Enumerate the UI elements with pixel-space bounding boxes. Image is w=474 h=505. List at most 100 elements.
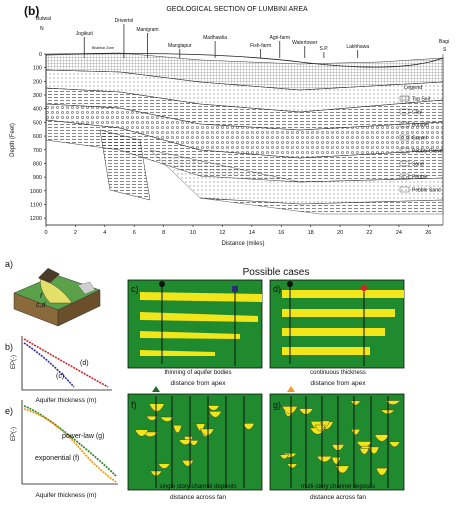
panel-g [269,386,405,491]
panel-g-caption: multi-story channel deposits [301,484,375,490]
channel-deposit [384,400,401,405]
panel-label-d: d) [273,284,281,294]
y-tick-label: 400 [33,107,42,113]
x-tick-label: 12 [219,230,225,236]
curve-d-label: (d) [80,360,89,367]
well-label: Agri-farm [270,35,291,41]
y-axis-ticks: 0 100 200 300 400 500 600 700 800 900 1000 1100 1200 [30,52,46,222]
legend-label-pebble-sand: Pebble Sand [412,188,441,194]
panel-d [269,279,405,369]
x-tick-label: 24 [396,230,402,236]
legend-swatch-pebble [399,173,410,180]
channel-deposit [208,411,222,418]
curve-g-label: power-law (g) [62,433,104,440]
panel-label-f: f) [131,400,137,410]
x-axis-label: Distance (miles) [221,241,264,247]
legend-label-sand: Sand [412,162,424,168]
channel-deposit [374,434,390,442]
legend-label-boulder: Boulder [412,123,430,129]
well-label: Lakhhawa [346,44,369,50]
legend-label-clay: Clay [412,110,423,116]
panel-c-caption: thinning of aquifer bodies [164,370,231,376]
panel-f-caption: single story channel deposits [159,484,236,490]
plot-b: (d) (c) [21,336,112,391]
x-tick-label: 0 [44,230,47,236]
channel-deposit [181,460,194,467]
panel-label-c: c) [131,284,139,294]
channel-deposit [145,415,159,421]
legend-label-gravel: Gravel [412,136,427,142]
legend-swatch-sand [399,160,410,167]
y-axis-label: Depth (Feet) [10,123,16,157]
channel-deposit [335,465,350,474]
legend-swatch-top-soil [399,95,410,102]
channel-deposit [286,463,298,469]
curve-f-label: exponential (f) [35,455,79,462]
panel-label-b-lower: b) [5,342,13,352]
panel-label-e: e) [5,406,13,416]
plot-b-xlabel: Aquifer thickness (m) [35,397,96,404]
x-tick-label: 8 [162,230,165,236]
channel-deposit [157,463,171,469]
fan-block-diagram: f c,d [13,268,101,327]
legend-title: Legend [404,85,422,91]
legend-swatch-pebbly-gravel [399,147,410,154]
y-tick-label: 1100 [30,202,42,208]
well-label: Madhawlia [203,35,227,41]
fan-label-cd: c,d [36,302,46,309]
x-tick-label: 16 [278,230,284,236]
y-tick-label: 900 [33,175,42,181]
possible-cases-title: Possible cases [243,267,310,278]
x-tick-label: 4 [103,230,106,236]
well-label: Fish-farm [250,43,271,49]
panel-label-a: a) [5,259,13,269]
edge-left-dir: N [40,26,44,32]
y-tick-label: 200 [33,79,42,85]
y-tick-label: 0 [39,52,42,58]
well-label: Watertower [292,40,318,46]
x-tick-label: 20 [337,230,343,236]
panel-label-b: (b) [24,4,39,18]
legend-swatch-clay [399,108,410,115]
y-tick-label: 1000 [30,189,42,195]
well-label: Manglapur [168,43,192,49]
channel-deposit [279,454,290,460]
plot-e-ylabel: EP(-) [11,427,17,441]
channel-deposit [388,441,401,448]
cross-section [45,52,444,225]
section-axes [45,54,444,226]
channel-deposit [350,400,361,406]
x-tick-label: 14 [249,230,255,236]
panel-d-axis: distance from apex [311,380,367,387]
panel-f-axis: distance across fan [170,494,226,501]
legend-swatch-boulder [399,121,410,128]
channel-deposit [368,446,380,455]
x-tick-label: 6 [133,230,136,236]
panel-label-g: g) [273,400,281,410]
plot-b-ylabel: EP(-) [11,355,17,369]
channel-deposit [314,424,326,432]
well-label: Drivertol [115,18,134,24]
channel-deposit [359,448,370,455]
edge-left-name: Butwal [36,16,51,22]
x-tick-label: 26 [425,230,431,236]
legend-swatch-gravel [399,134,410,141]
legend-label-pebble: Pebble [412,175,428,181]
plot-e-xlabel: Aquifer thickness (m) [35,492,96,499]
curve-c-label: (c) [56,373,64,380]
section-title: GEOLOGICAL SECTION OF LUMBINI AREA [166,6,308,13]
zone-bhabhar: Bhabhar Zone [92,46,114,50]
well-label: S.P. [319,46,328,52]
edge-right-dir: S [443,47,447,53]
x-tick-label: 22 [366,230,372,236]
panel-g-axis: distance across fan [310,494,366,501]
channel-deposit [159,416,175,422]
y-tick-label: 700 [33,148,42,154]
y-tick-label: 800 [33,161,42,167]
panel-c-axis: distance from apex [171,380,227,387]
edge-right-name: Bagi [439,39,449,45]
legend-swatch-pebble-sand [399,186,410,193]
panel-c [127,279,263,369]
fan-label-f: f [40,293,43,300]
